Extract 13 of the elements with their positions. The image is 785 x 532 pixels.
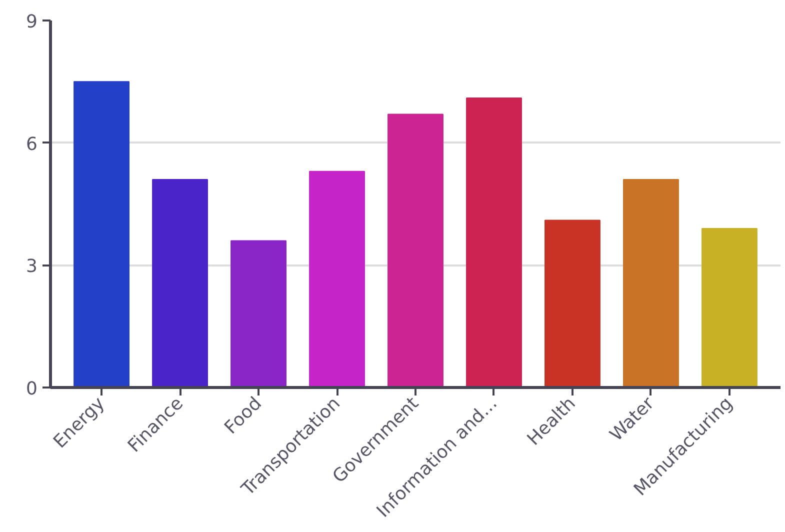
bar [74,81,130,388]
y-tick-label: 3 [26,256,38,278]
bar [309,170,365,388]
y-tick-label: 0 [26,378,38,400]
bar [230,240,286,388]
bar [623,179,679,388]
bar [152,179,208,388]
y-tick-label: 6 [26,134,38,155]
bar [466,97,522,388]
bar [544,220,600,388]
bar [702,228,758,388]
bar [388,114,444,388]
y-tick-label: 9 [26,12,38,32]
